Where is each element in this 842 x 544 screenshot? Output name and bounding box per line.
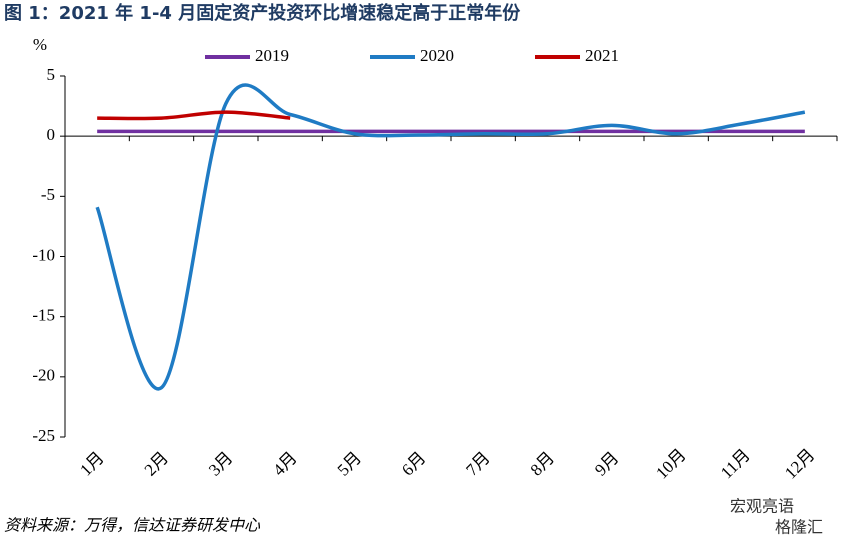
x-tick-label: 6月: [398, 448, 429, 479]
x-tick-label: 10月: [652, 445, 689, 482]
x-tick-label: 7月: [462, 448, 493, 479]
legend-label: 2019: [255, 46, 289, 65]
chart-title: 图 1：2021 年 1-4 月固定资产投资环比增速稳定高于正常年份: [4, 2, 521, 24]
line-series: [95, 83, 806, 391]
x-tick-label: 4月: [269, 448, 300, 479]
y-tick-label: -5: [41, 185, 55, 204]
x-tick-label: 8月: [527, 448, 558, 479]
y-tick-label: -20: [32, 366, 55, 385]
y-tick-label: -10: [32, 245, 55, 264]
x-tick-label: 9月: [591, 448, 622, 479]
x-tick-label: 1月: [76, 448, 107, 479]
line-series: [97, 110, 291, 121]
legend-label: 2020: [420, 46, 454, 65]
y-axis-label: %: [33, 35, 47, 54]
y-tick-label: -25: [32, 426, 55, 445]
watermark: 格隆汇: [775, 518, 823, 537]
x-tick-label: 2月: [141, 448, 172, 479]
source: 资料来源：万得，信达证券研发中心: [4, 516, 261, 535]
y-tick-label: 0: [47, 125, 56, 144]
y-tick-label: 5: [47, 65, 56, 84]
x-tick-label: 3月: [205, 448, 236, 479]
x-tick-label: 5月: [334, 448, 365, 479]
watermark: 宏观亮语: [730, 497, 794, 516]
x-tick-label: 12月: [781, 445, 818, 482]
y-tick-label: -15: [32, 306, 55, 325]
legend-label: 2021: [585, 46, 619, 65]
x-tick-label: 11月: [717, 445, 754, 482]
